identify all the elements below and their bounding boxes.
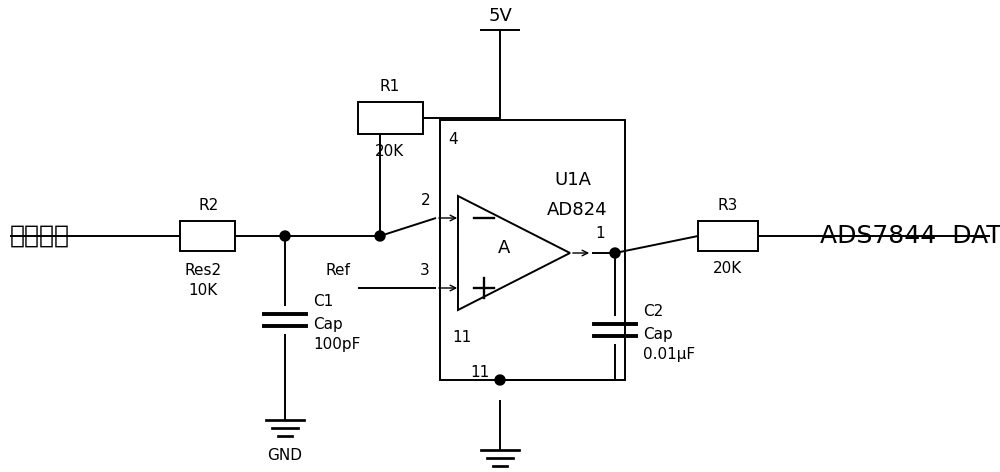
- Bar: [698, 221, 758, 251]
- Circle shape: [375, 231, 385, 241]
- Text: Res2: Res2: [184, 263, 222, 278]
- Text: 0.01μF: 0.01μF: [643, 346, 695, 362]
- Bar: [358, 102, 422, 134]
- Circle shape: [610, 248, 620, 258]
- Text: Cap: Cap: [313, 318, 343, 332]
- Text: ADS7844  DATA: ADS7844 DATA: [820, 224, 1000, 248]
- Bar: [440, 120, 625, 380]
- Text: 20K: 20K: [713, 261, 743, 276]
- Text: Ref: Ref: [325, 263, 350, 278]
- Text: 100pF: 100pF: [313, 337, 360, 352]
- Circle shape: [495, 375, 505, 385]
- Text: 2: 2: [420, 193, 430, 208]
- Bar: [180, 221, 234, 251]
- Text: R1: R1: [380, 79, 400, 94]
- Text: R2: R2: [199, 198, 219, 213]
- Circle shape: [280, 231, 290, 241]
- Text: GND: GND: [268, 448, 302, 463]
- Text: 11: 11: [452, 330, 471, 345]
- Text: AD824: AD824: [547, 201, 608, 219]
- Text: 10K: 10K: [188, 283, 218, 298]
- Text: 3: 3: [420, 263, 430, 278]
- Text: Cap: Cap: [643, 328, 673, 343]
- Text: U1A: U1A: [555, 171, 592, 189]
- Text: 11: 11: [471, 365, 490, 380]
- Text: A: A: [498, 239, 510, 257]
- Text: R3: R3: [718, 198, 738, 213]
- Text: 5V: 5V: [488, 7, 512, 25]
- Text: 20K: 20K: [375, 144, 405, 159]
- Text: C2: C2: [643, 304, 663, 320]
- Text: 压力信号: 压力信号: [10, 224, 70, 248]
- Text: 4: 4: [448, 132, 458, 147]
- Text: 1: 1: [595, 226, 605, 241]
- Text: C1: C1: [313, 295, 333, 310]
